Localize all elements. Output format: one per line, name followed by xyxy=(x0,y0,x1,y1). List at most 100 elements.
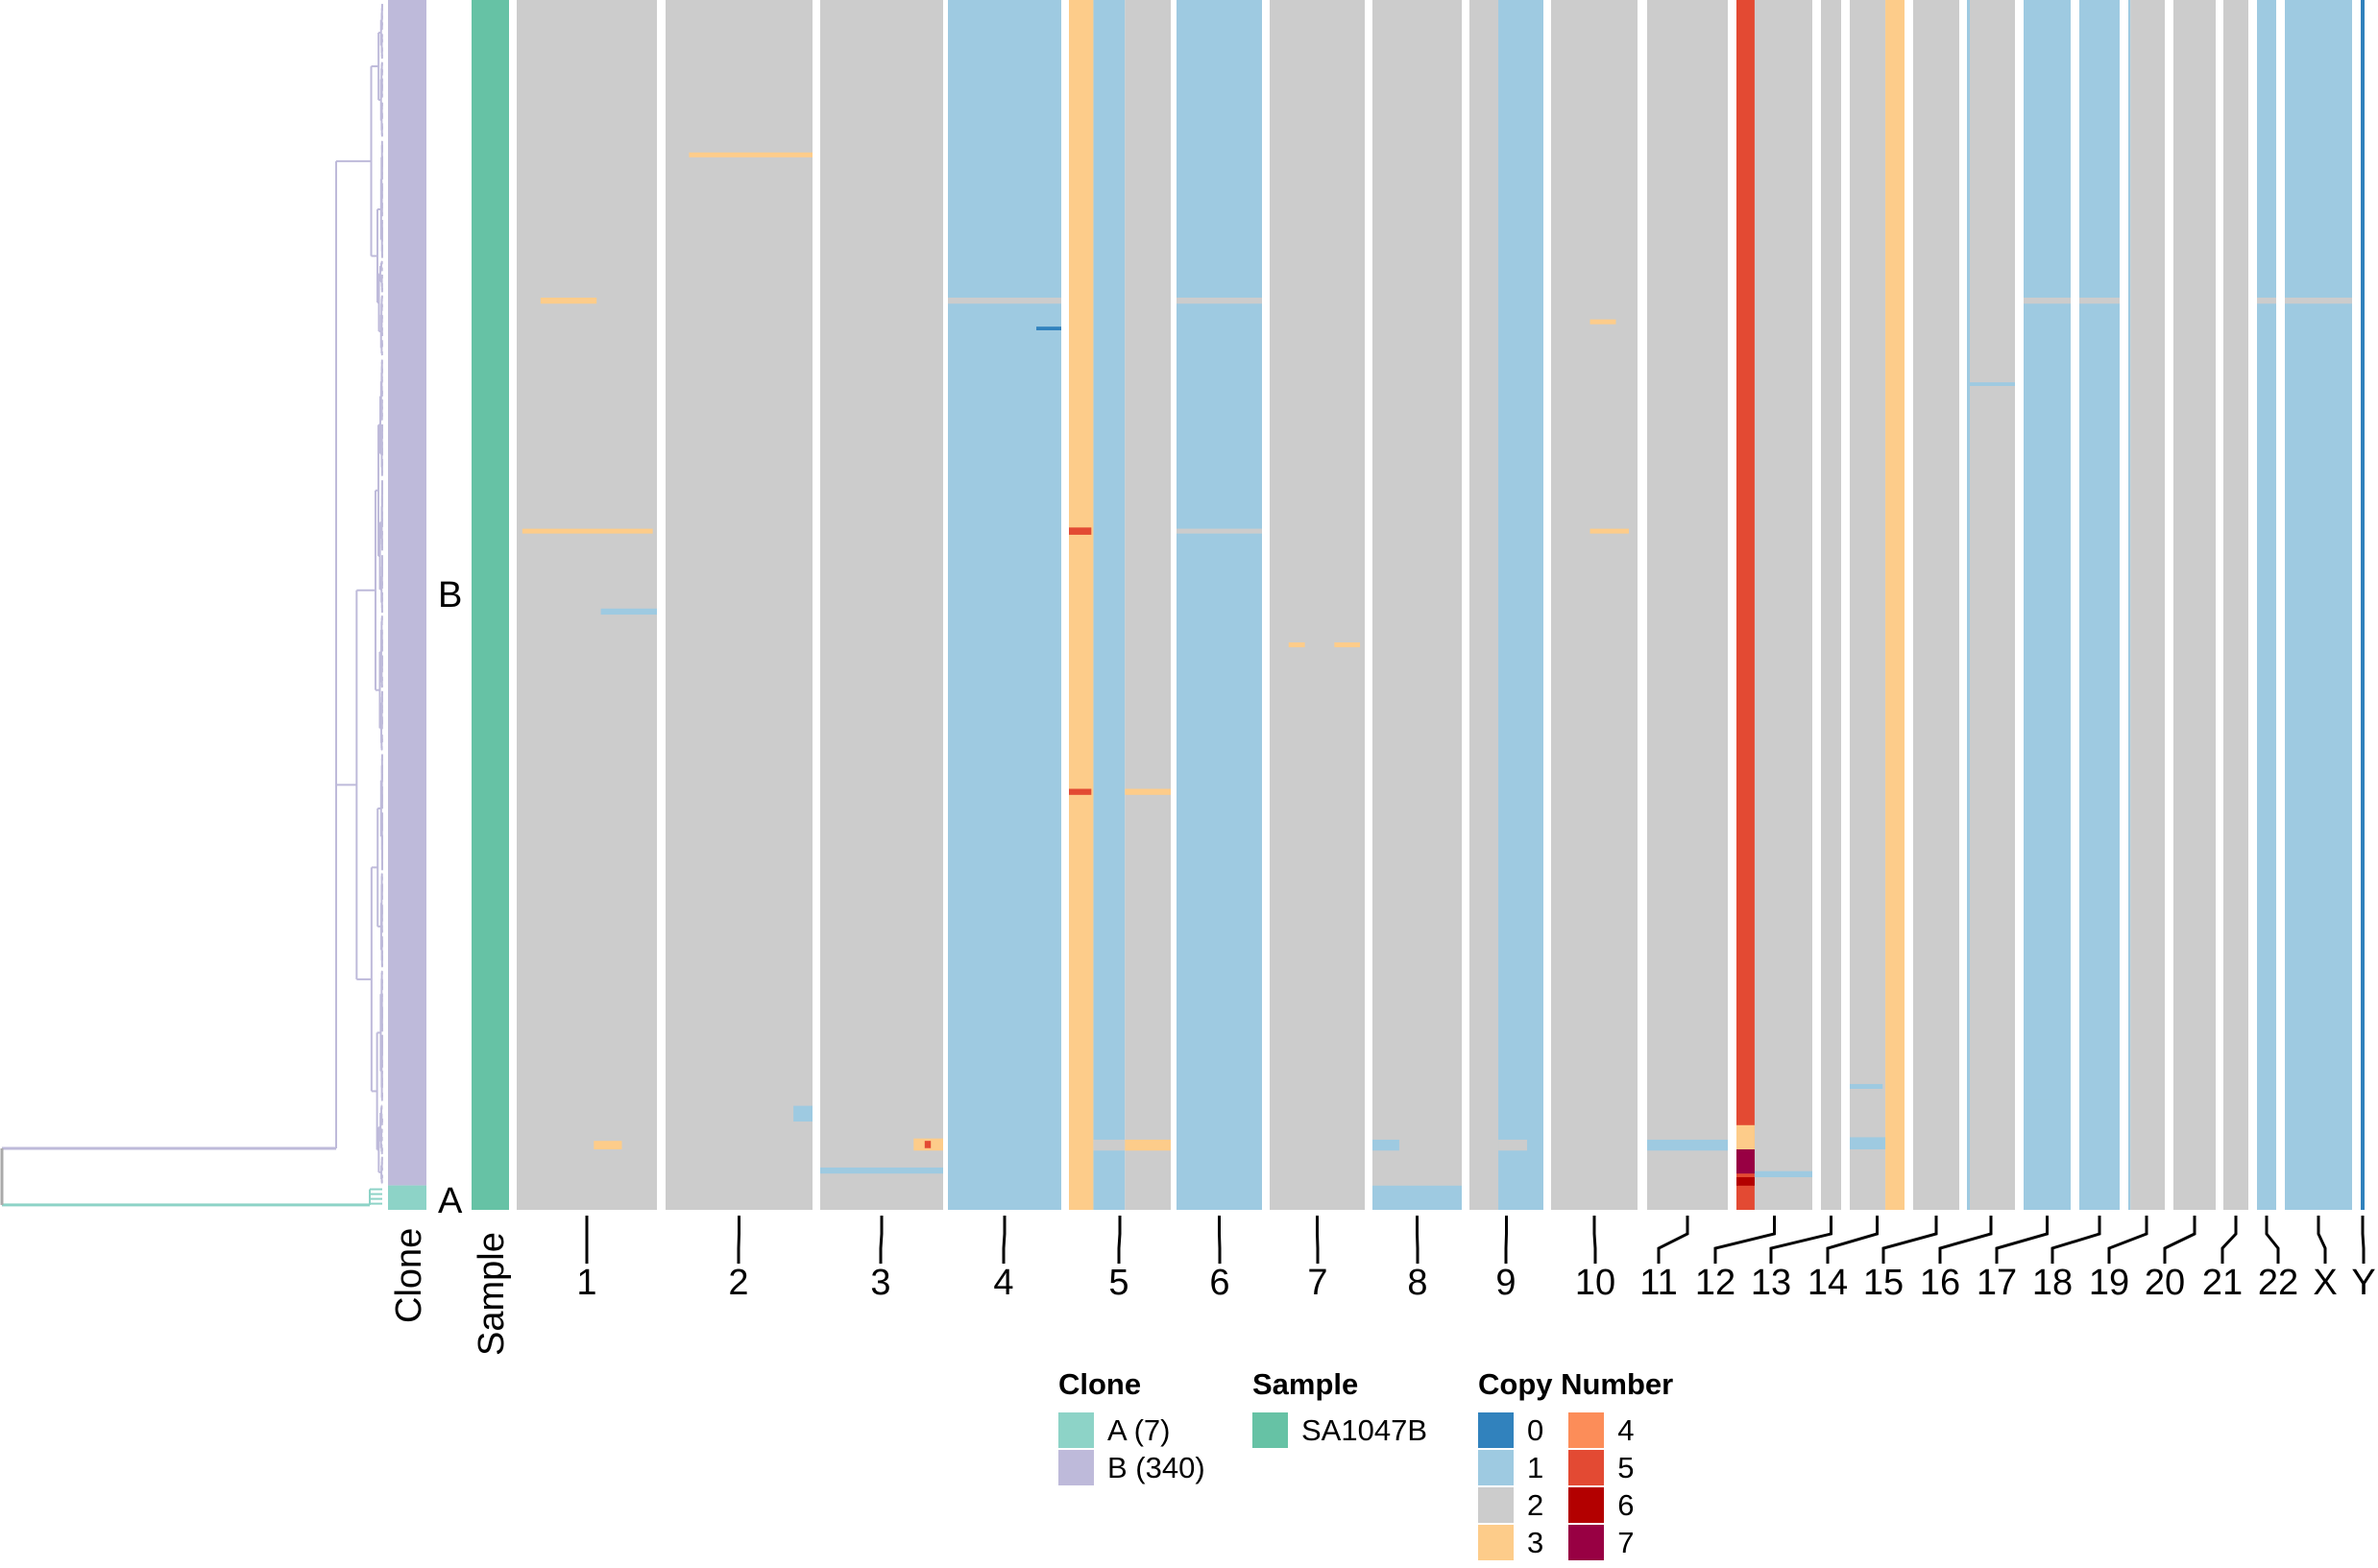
legend-item-cn-3: 3 xyxy=(1478,1524,1555,1561)
cn-event-chr12 xyxy=(1736,1149,1755,1174)
chr-7-label: 7 xyxy=(1307,1263,1327,1303)
cn-event-chr16 xyxy=(1967,382,2015,386)
chr-18-tick xyxy=(2050,1216,2101,1264)
legend-label: B (340) xyxy=(1107,1450,1205,1484)
chr-21-tick xyxy=(2220,1216,2238,1264)
chr-11-label: 11 xyxy=(1639,1263,1677,1303)
cn-event-chr8 xyxy=(1372,1139,1399,1151)
chr-22-label: 22 xyxy=(2258,1263,2298,1303)
cn-event-chr7 xyxy=(1334,642,1361,648)
chr-3-tick xyxy=(879,1216,884,1264)
cn-event-chr5 xyxy=(1069,527,1092,535)
clone-legend-title: Clone xyxy=(1058,1367,1142,1401)
cn-event-chr5 xyxy=(1125,788,1171,795)
cn-event-chr12 xyxy=(1736,1176,1755,1186)
legend-label: 4 xyxy=(1617,1412,1635,1447)
chr-22-tick xyxy=(2265,1216,2280,1264)
legend-swatch xyxy=(1478,1525,1514,1560)
legend-item-sample: SA1047B xyxy=(1252,1411,1427,1449)
chr-12-label: 12 xyxy=(1695,1263,1735,1303)
cn-event-chr6 xyxy=(1177,528,1262,534)
chr-X-label: X xyxy=(2313,1263,2337,1303)
chr-Y-label: Y xyxy=(2351,1263,2375,1303)
chr-13-segment xyxy=(1821,0,1841,1210)
chr-17-label: 17 xyxy=(1977,1263,2017,1303)
legend-swatch xyxy=(1568,1487,1605,1523)
legend-swatch xyxy=(1568,1412,1605,1448)
chr-12-tick xyxy=(1713,1216,1776,1264)
sample-legend-title: Sample xyxy=(1252,1367,1359,1401)
clone-b-label: B xyxy=(438,575,462,615)
row-annotations xyxy=(388,0,509,1210)
chr-14-tick xyxy=(1826,1216,1879,1264)
chr-10-tick xyxy=(1592,1216,1597,1264)
legend-item-cn-6: 6 xyxy=(1568,1486,1645,1524)
clone-a-label: A xyxy=(438,1181,463,1221)
chr-8-tick xyxy=(1416,1216,1420,1264)
sample-bar xyxy=(472,0,509,1210)
legend-label: 5 xyxy=(1617,1450,1635,1484)
chr-8-label: 8 xyxy=(1407,1263,1427,1303)
cn-event-chr17 xyxy=(2024,297,2071,304)
clone-bar-a xyxy=(388,1185,426,1210)
sample-legend: Sample SA1047B xyxy=(1252,1367,1427,1449)
chr-14-segment xyxy=(1885,0,1905,1210)
legend-item-cn-5: 5 xyxy=(1568,1449,1645,1486)
chr-16-label: 16 xyxy=(1920,1263,1960,1303)
cn-event-chr12 xyxy=(1754,1170,1812,1177)
cn-event-chr1 xyxy=(600,608,657,615)
cn-event-chr10 xyxy=(1589,528,1629,534)
chr-17-tick xyxy=(1995,1216,2049,1264)
chr-2-tick xyxy=(737,1216,740,1264)
cn-event-chr5 xyxy=(1125,1139,1171,1151)
chr-8-segment xyxy=(1372,0,1462,1210)
chr-6-segment xyxy=(1177,0,1262,1210)
chr-10-label: 10 xyxy=(1575,1263,1615,1303)
chr-15-label: 15 xyxy=(1863,1263,1904,1303)
chr-5-tick xyxy=(1117,1216,1122,1264)
chr-9-tick xyxy=(1504,1216,1508,1264)
cn-event-chr17 xyxy=(2024,1099,2052,1107)
chr-16-tick xyxy=(1938,1216,1993,1264)
chr-9-segment xyxy=(1469,0,1499,1210)
cn-event-chr6 xyxy=(1177,297,1262,304)
chr-20-label: 20 xyxy=(2145,1263,2185,1303)
chr-15-tick xyxy=(1881,1216,1938,1264)
legend-label: 6 xyxy=(1617,1487,1635,1522)
chr-3-segment xyxy=(820,0,943,1210)
cn-event-chr7 xyxy=(1288,642,1305,648)
cn-event-chr11 xyxy=(1647,1139,1728,1151)
chr-5-segment xyxy=(1093,0,1126,1210)
chr-16-segment xyxy=(1967,0,1970,1210)
legend-swatch xyxy=(1478,1487,1514,1523)
cn-event-chr10 xyxy=(1589,319,1616,325)
cn-event-chr4 xyxy=(948,297,1061,304)
cn-event-chr1 xyxy=(594,1141,622,1149)
chr-5-segment xyxy=(1125,0,1171,1210)
chr-15-segment xyxy=(1913,0,1959,1210)
clone-legend: Clone A (7) B (340) xyxy=(1058,1367,1205,1486)
chr-Y-segment xyxy=(2361,0,2365,1210)
cn-event-chr5 xyxy=(1069,788,1092,795)
copy-number-heatmap: 1 2 3 4 5 6 7 8 9 10 11 12 13 14 15 16 17 18 19 20 21 22 X Y B … xyxy=(0,0,2376,1356)
chr-20-tick xyxy=(2163,1216,2196,1264)
cn-event-chr3 xyxy=(820,1167,943,1174)
chr-2-label: 2 xyxy=(728,1263,748,1303)
chr-4-tick xyxy=(1002,1216,1007,1264)
chr-7-tick xyxy=(1316,1216,1320,1264)
legend-swatch xyxy=(1478,1412,1514,1448)
chr-12-segment xyxy=(1736,0,1755,1210)
heatmap-cells xyxy=(517,0,2365,1210)
chr-X-tick xyxy=(2317,1216,2327,1264)
dendrogram xyxy=(0,3,383,1207)
chr-22-segment xyxy=(2257,0,2276,1210)
cn-event-chr18 xyxy=(2079,297,2120,304)
cn-event-chr2 xyxy=(793,1105,813,1122)
legend-swatch xyxy=(1478,1450,1514,1485)
chr-11-tick xyxy=(1657,1216,1689,1264)
chr-6-label: 6 xyxy=(1209,1263,1229,1303)
cn-event-chr4 xyxy=(1036,326,1061,330)
chr-1-segment xyxy=(517,0,657,1210)
chr-18-label: 18 xyxy=(2032,1263,2073,1303)
clone-axis-label: Clone xyxy=(389,1228,429,1323)
